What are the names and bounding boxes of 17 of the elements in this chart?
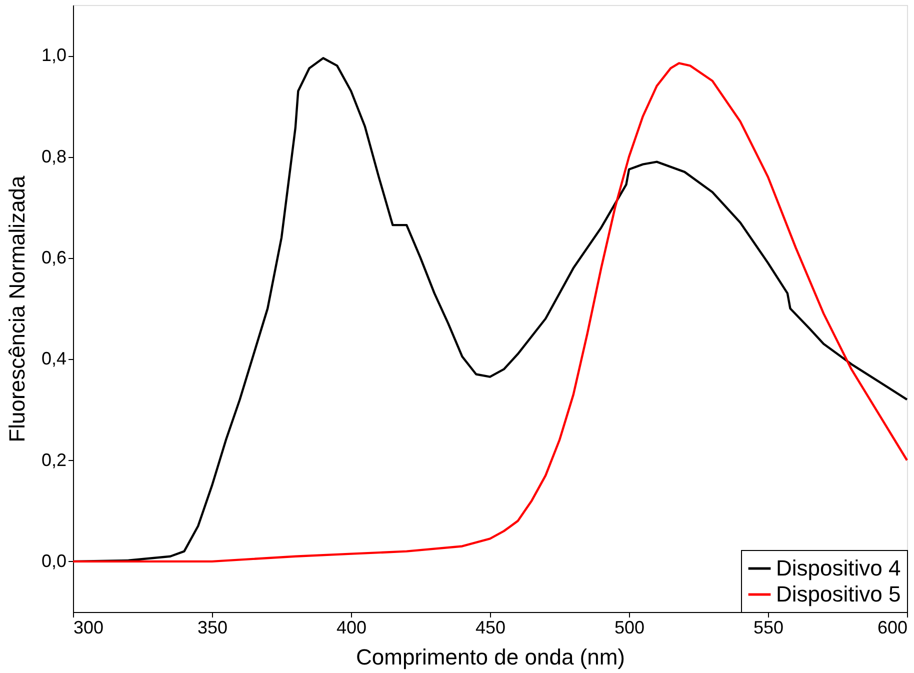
x-tick-label: 350 — [197, 618, 228, 638]
y-tick-label: 0,0 — [41, 550, 66, 571]
y-axis-title: Fluorescência Normalizada — [4, 174, 30, 442]
x-tick-label: 450 — [475, 618, 506, 638]
x-tick-label: 550 — [753, 618, 784, 638]
y-tick-label: 1,0 — [41, 45, 66, 66]
y-tick-label: 0,4 — [41, 348, 66, 369]
x-tick-label: 600 — [877, 618, 908, 638]
legend-label: Dispositivo 5 — [776, 582, 901, 606]
legend-label: Dispositivo 4 — [776, 556, 901, 580]
x-tick-label: 500 — [614, 618, 645, 638]
x-tick-label: 300 — [74, 618, 104, 638]
x-axis-title: Comprimento de onda (nm) — [356, 644, 626, 670]
y-tick-label: 0,6 — [41, 247, 66, 268]
y-tick-label: 0,2 — [41, 450, 66, 470]
y-tick-label: 0,8 — [41, 146, 66, 166]
x-tick-label: 400 — [336, 618, 367, 638]
